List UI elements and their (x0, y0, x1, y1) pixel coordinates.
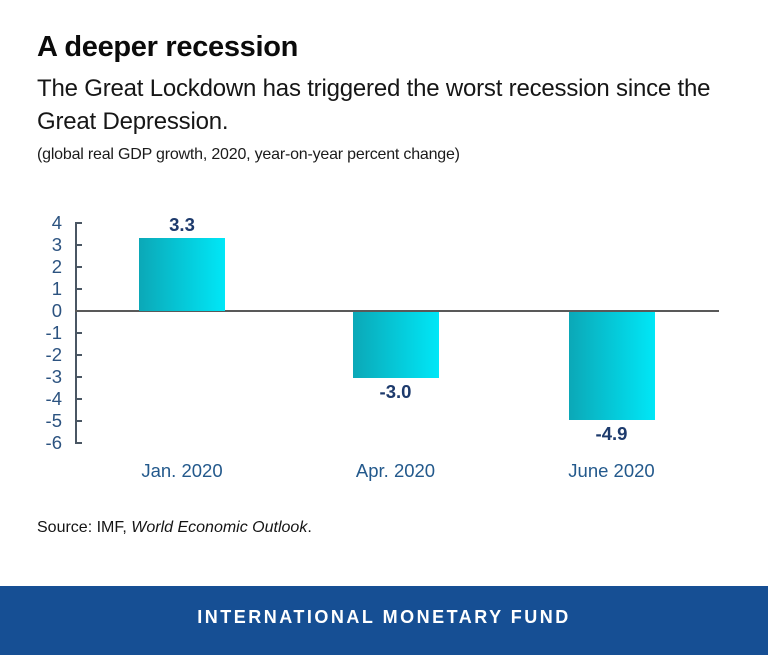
y-tick-label: -6 (45, 432, 62, 453)
source-publication: World Economic Outlook (131, 519, 308, 536)
bar-value-label: -4.9 (595, 422, 628, 444)
y-tick-label: 0 (51, 300, 62, 321)
y-axis-tick (75, 376, 82, 378)
y-tick-label: -4 (45, 388, 62, 409)
x-axis-label: Apr. 2020 (355, 460, 436, 481)
y-tick-label: 3 (51, 234, 62, 255)
bar-Jan. 2020 (139, 238, 225, 311)
bar-value-label: 3.3 (169, 214, 195, 236)
source-suffix: . (307, 519, 312, 536)
y-tick-label: -5 (45, 410, 62, 431)
chart-subtitle-line1: The Great Lockdown has triggered the wor… (37, 75, 711, 102)
y-tick-label: -2 (45, 344, 62, 365)
x-axis-label: June 2020 (568, 460, 655, 481)
source-prefix: Source: IMF, (37, 519, 132, 536)
y-axis-tick (75, 288, 82, 290)
chart-subtitle: The Great Lockdown has triggered the wor… (37, 72, 737, 138)
gdp-bar-chart: 4 3 2 1 0 -1 -2 -3 -4 -5 -6 3.3 Jan. 2020 -3.0 Apr. 20… (45, 212, 719, 481)
page-title: A deeper recession (37, 31, 299, 63)
imf-footer-label: INTERNATIONAL MONETARY FUND (197, 607, 571, 627)
y-tick-label: 1 (51, 278, 62, 299)
chart-subtitle-line2: Great Depression. (37, 108, 229, 135)
bar-Apr. 2020 (352, 311, 439, 378)
y-tick-label: 2 (51, 256, 62, 277)
y-axis-tick (75, 244, 82, 246)
zero-baseline (75, 310, 719, 312)
y-axis-tick (75, 222, 82, 224)
chart-units-note: (global real GDP growth, 2020, year-on-y… (37, 146, 460, 163)
x-axis-label: Jan. 2020 (141, 460, 223, 481)
y-axis-tick (75, 398, 82, 400)
y-tick-label: -1 (45, 322, 62, 343)
y-tick-label: 4 (51, 212, 62, 233)
y-axis-tick (75, 332, 82, 334)
y-axis-tick (75, 442, 82, 444)
bar-June 2020 (568, 311, 655, 420)
imf-footer-band: INTERNATIONAL MONETARY FUND (0, 586, 768, 655)
y-tick-label: -3 (45, 366, 62, 387)
y-axis-tick (75, 354, 82, 356)
bar-value-label: -3.0 (379, 381, 412, 402)
y-axis-tick (75, 420, 82, 422)
source-note: Source: IMF, World Economic Outlook. (37, 519, 312, 537)
y-axis-tick (75, 266, 82, 268)
